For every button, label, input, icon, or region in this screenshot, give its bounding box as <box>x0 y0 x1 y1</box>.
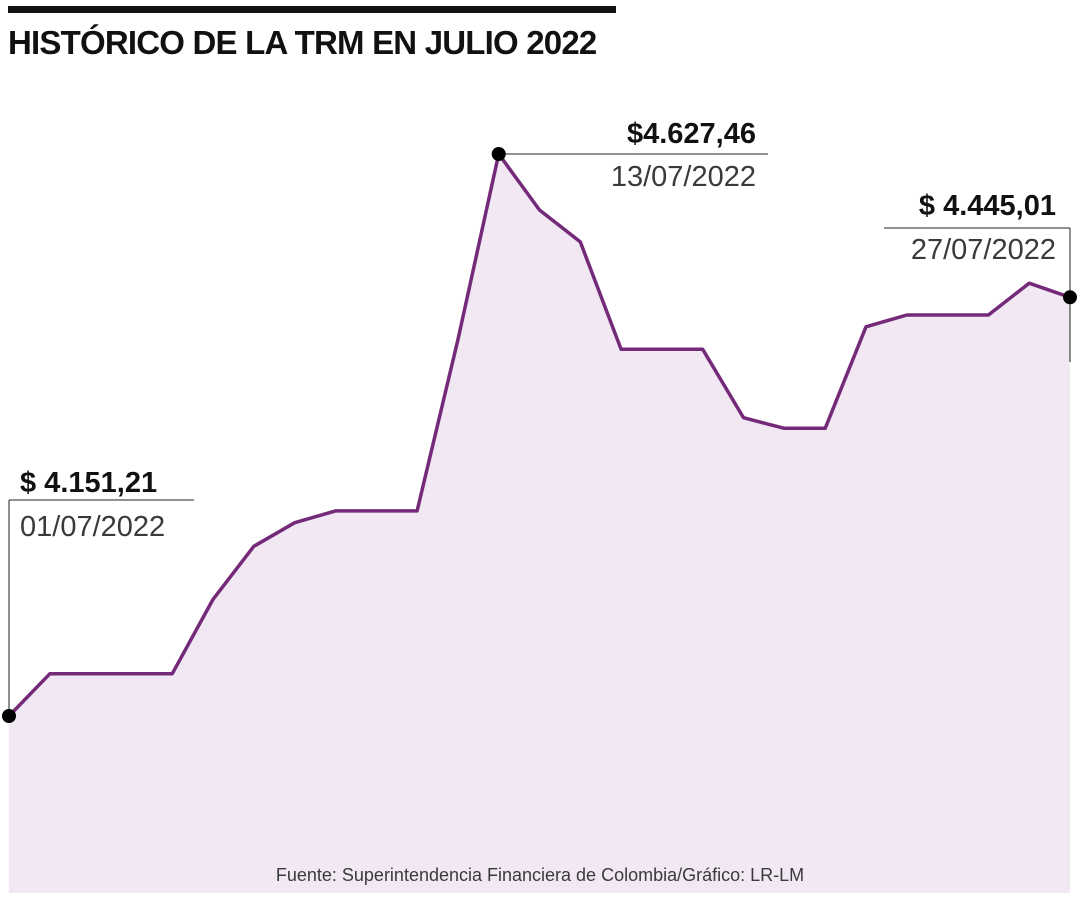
source-note: Fuente: Superintendencia Financiera de C… <box>276 865 804 885</box>
callout-3: $ 4.445,01 27/07/2022 <box>884 190 1077 362</box>
annotations: $ 4.151,2101/07/2022$4.627,4613/07/2022$… <box>2 118 1077 723</box>
callout-1: $ 4.151,21 01/07/2022 <box>2 467 194 723</box>
data-label-date: 27/07/2022 <box>911 234 1056 266</box>
data-label-date: 13/07/2022 <box>611 161 756 193</box>
data-label-value: $ 4.151,21 <box>20 467 157 499</box>
data-label-value: $ 4.445,01 <box>919 190 1056 222</box>
data-label-date: 01/07/2022 <box>20 511 165 543</box>
area-fill <box>9 154 1070 893</box>
data-point-marker <box>1063 290 1077 305</box>
data-label-value: $4.627,46 <box>627 118 756 150</box>
top-rule <box>8 6 616 13</box>
data-point-marker <box>491 147 506 161</box>
callout-2: $4.627,46 13/07/2022 <box>491 118 768 193</box>
series-line-trm <box>7 152 1072 718</box>
chart-title: HISTÓRICO DE LA TRM EN JULIO 2022 <box>8 24 597 61</box>
data-point-marker <box>2 709 16 723</box>
